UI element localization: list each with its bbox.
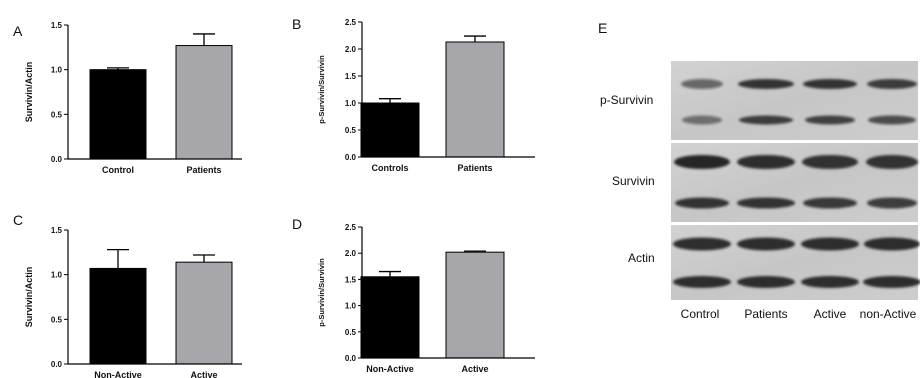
blot-row-label: p-Survivin: [600, 93, 653, 107]
blot-lane-label: non-Active: [860, 307, 917, 321]
chart-c: C Survivin/Actin Non-Active Active 0.0 0.5 1.0…: [13, 212, 242, 378]
y-axis-title: p-Survivin/Survivin: [317, 258, 326, 327]
bar-controls: [360, 102, 420, 158]
bar-active: [175, 261, 233, 365]
blot-lane-label: Active: [814, 307, 847, 321]
chart-d: Dp-Survivin/Survivin Non-Active Active 0.0 0…: [292, 216, 535, 374]
blot-band: [868, 115, 916, 125]
y-tick-label: 2.0: [345, 45, 357, 54]
blot-band: [801, 276, 859, 288]
y-tick-label: 1.5: [345, 275, 357, 284]
y-tick-label: 0.0: [345, 153, 357, 162]
panel-letter: B: [292, 16, 301, 32]
blot-band: [737, 155, 795, 169]
bar-active: [445, 251, 505, 359]
chart-b: Bp-Survivin/Survivin Controls Patients 0.0 0…: [292, 16, 535, 173]
panel-letter: C: [13, 212, 23, 228]
panel-letter: D: [292, 216, 302, 232]
blot-band: [737, 197, 795, 209]
blot-band: [674, 155, 730, 169]
x-tick-label: Non-Active: [94, 370, 142, 378]
western-blot-panel: Ep-Survivin Survivin Actin Control Patients A…: [598, 20, 920, 321]
y-tick-label: 1.5: [51, 226, 63, 235]
blot-band: [867, 79, 917, 89]
blot-band: [737, 237, 795, 251]
x-tick-label: Non-Active: [366, 364, 414, 374]
x-tick-label: Controls: [372, 163, 409, 173]
y-tick-label: 0.0: [51, 360, 63, 369]
blot-band: [802, 155, 858, 169]
bar-patients: [445, 41, 505, 158]
y-tick-label: 1.5: [345, 72, 357, 81]
blot-band: [737, 276, 795, 288]
y-tick-label: 0.5: [51, 110, 63, 119]
blot-lane-label: Patients: [744, 307, 787, 321]
y-tick-label: 1.0: [345, 302, 357, 311]
chart-a: A Survivin/Actin Control Patients 0.0 0.5 1.0 1…: [13, 21, 242, 175]
blot-strip: [671, 61, 918, 140]
y-tick-label: 2.5: [345, 18, 357, 27]
bar-non-active: [360, 276, 420, 359]
blot-band: [867, 197, 917, 209]
blot-band: [738, 79, 794, 89]
blot-band: [739, 115, 793, 125]
blot-band: [673, 276, 731, 288]
bar-non-active: [89, 267, 147, 365]
y-tick-label: 0.5: [345, 328, 357, 337]
blot-band: [863, 276, 920, 288]
blot-row-label: Survivin: [612, 174, 655, 188]
y-tick-label: 1.5: [51, 21, 63, 30]
y-tick-label: 0.0: [345, 354, 357, 363]
y-tick-label: 1.0: [345, 99, 357, 108]
y-axis-title: Survivin/Actin: [24, 267, 34, 328]
y-tick-label: 1.0: [51, 66, 63, 75]
y-tick-label: 0.5: [51, 315, 63, 324]
y-tick-label: 2.0: [345, 249, 357, 258]
bar-patients: [175, 45, 233, 160]
x-tick-label: Active: [461, 364, 488, 374]
blot-band: [803, 197, 857, 209]
y-axis-title: Survivin/Actin: [24, 62, 34, 123]
blot-band: [682, 115, 722, 125]
x-tick-label: Active: [190, 370, 217, 378]
x-tick-label: Patients: [457, 163, 492, 173]
blot-band: [681, 79, 723, 89]
blot-band: [801, 237, 859, 251]
blot-lane-label: Control: [681, 307, 720, 321]
blot-band: [673, 237, 731, 251]
blot-row-label: Actin: [628, 251, 655, 265]
y-tick-label: 0.5: [345, 126, 357, 135]
x-tick-label: Patients: [186, 165, 221, 175]
y-axis-title: p-Survivin/Survivin: [317, 55, 326, 124]
blot-band: [866, 155, 918, 169]
y-tick-label: 0.0: [51, 155, 63, 164]
y-tick-label: 1.0: [51, 271, 63, 280]
blot-band: [864, 237, 920, 251]
blot-band: [675, 197, 729, 209]
panel-letter: E: [598, 20, 607, 36]
blot-strip: [671, 225, 918, 300]
blot-band: [803, 79, 857, 89]
blot-band: [805, 115, 855, 125]
y-tick-label: 2.5: [345, 223, 357, 232]
x-tick-label: Control: [102, 165, 134, 175]
panel-letter: A: [13, 23, 23, 39]
blot-strip: [671, 143, 918, 222]
bar-control: [89, 69, 147, 160]
